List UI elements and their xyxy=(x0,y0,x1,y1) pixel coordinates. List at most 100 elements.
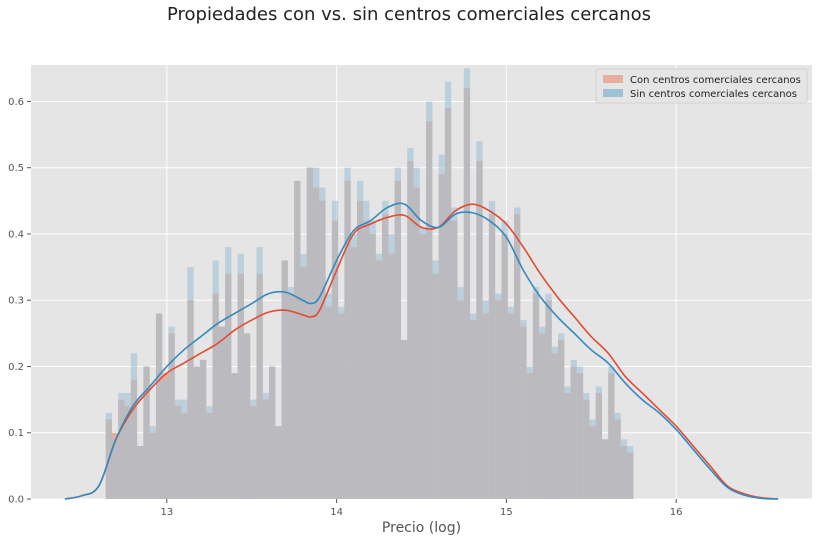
y-tick-label: 0.6 xyxy=(8,97,24,108)
histogram-bar xyxy=(181,399,188,499)
kde-curves xyxy=(64,202,779,500)
histogram-bar xyxy=(300,253,307,499)
histogram-bar xyxy=(325,293,332,499)
histogram-bar xyxy=(438,154,445,499)
histogram-bar xyxy=(545,293,552,499)
chart-title: Propiedades con vs. sin centros comercia… xyxy=(166,4,651,25)
histogram-bar xyxy=(419,227,427,499)
histogram-bar xyxy=(432,260,439,499)
histogram-bar xyxy=(507,306,515,499)
histogram-bar xyxy=(250,399,257,499)
histogram-bar xyxy=(426,101,433,499)
x-tick-label: 13 xyxy=(160,507,173,518)
legend-swatch xyxy=(603,89,623,97)
histogram-bar xyxy=(187,267,194,499)
histogram-bar xyxy=(558,333,565,499)
histogram-bar xyxy=(495,293,502,499)
histogram-bar xyxy=(570,359,577,499)
histogram-bar xyxy=(457,286,464,499)
axis-ticks: 13 14 15 16 0.0 0.1 0.2 0.3 0.4 0.5 0.6 xyxy=(8,97,682,518)
histogram-bar xyxy=(231,373,238,499)
histogram-bar xyxy=(287,286,295,499)
histogram-bar xyxy=(476,141,483,499)
histogram-bar xyxy=(262,392,270,499)
kde-line xyxy=(64,203,779,500)
histogram-bar xyxy=(595,386,602,499)
histogram-bar xyxy=(281,260,288,499)
x-tick-label: 14 xyxy=(330,507,343,518)
histogram-bar xyxy=(319,187,326,499)
kde-line xyxy=(64,202,779,500)
histogram-bar xyxy=(526,366,533,499)
histogram-bar xyxy=(306,167,314,499)
histogram-bar xyxy=(583,392,590,499)
histogram-bar xyxy=(124,392,131,499)
histogram-bar xyxy=(130,353,138,499)
histogram-bar xyxy=(551,346,558,499)
histogram-bar xyxy=(356,180,364,499)
histogram-bar xyxy=(407,147,414,499)
histogram-bar xyxy=(601,439,609,499)
histogram-bar xyxy=(620,439,628,499)
histogram-bar xyxy=(225,247,232,499)
legend-box xyxy=(595,68,808,104)
histogram-bar xyxy=(444,81,452,499)
histogram-bar xyxy=(539,326,546,499)
histogram-bar xyxy=(212,260,219,499)
histogram-bar xyxy=(118,392,125,499)
legend-label: Sin centros comerciales cercanos xyxy=(630,89,797,100)
histogram-bar xyxy=(111,439,119,499)
histogram-bar xyxy=(463,68,471,499)
histogram-bar xyxy=(375,253,383,499)
histogram-bar xyxy=(614,412,621,499)
histogram-bar xyxy=(501,220,508,499)
histogram-bar xyxy=(199,359,207,499)
histogram-bar xyxy=(174,399,182,499)
x-tick-label: 16 xyxy=(670,507,683,518)
x-axis-label: Precio (log) xyxy=(382,520,461,536)
histogram-bar xyxy=(331,200,339,499)
histogram-bar xyxy=(400,339,408,499)
histogram-bar xyxy=(269,366,276,499)
histogram-bar xyxy=(294,180,301,499)
y-tick-label: 0.1 xyxy=(8,428,24,439)
histogram-bar xyxy=(143,366,150,499)
histogram-bar xyxy=(451,207,458,499)
histogram-bar xyxy=(162,379,169,499)
histogram-bar xyxy=(576,366,584,499)
histogram-bar xyxy=(313,167,320,499)
y-tick-label: 0.2 xyxy=(8,362,24,373)
histogram-bar xyxy=(369,220,376,499)
histogram-bar xyxy=(394,167,401,499)
histogram-bar xyxy=(155,313,163,499)
histogram-bar xyxy=(237,253,244,499)
histogram-bar xyxy=(350,233,357,499)
histogram-bar xyxy=(256,247,263,499)
legend-swatch xyxy=(603,75,623,83)
histogram-bar xyxy=(275,426,282,499)
histogram-bars xyxy=(105,68,634,499)
histogram-bar xyxy=(193,366,200,499)
histogram-bar xyxy=(382,200,389,499)
histogram-bar xyxy=(218,326,226,499)
histogram-bar xyxy=(338,306,345,499)
histogram-bar xyxy=(589,419,596,499)
histogram-bar xyxy=(627,445,634,499)
histogram-bar xyxy=(482,300,489,499)
histogram-bar xyxy=(243,333,251,499)
histogram-bar xyxy=(488,200,496,499)
histogram-bar xyxy=(363,200,370,499)
histogram-bar xyxy=(532,286,540,499)
histogram-bar xyxy=(413,167,420,499)
legend: Con centros comerciales cercanos Sin cent… xyxy=(595,68,808,104)
histogram-bar xyxy=(344,167,351,499)
histogram-bar xyxy=(514,207,521,499)
y-tick-label: 0.5 xyxy=(8,163,24,174)
histogram-bar xyxy=(520,320,527,499)
histogram-bar xyxy=(168,326,175,499)
histogram-bar xyxy=(608,366,615,499)
histogram-bar xyxy=(470,313,477,499)
histogram-bar xyxy=(388,233,395,499)
legend-label: Con centros comerciales cercanos xyxy=(630,75,801,86)
